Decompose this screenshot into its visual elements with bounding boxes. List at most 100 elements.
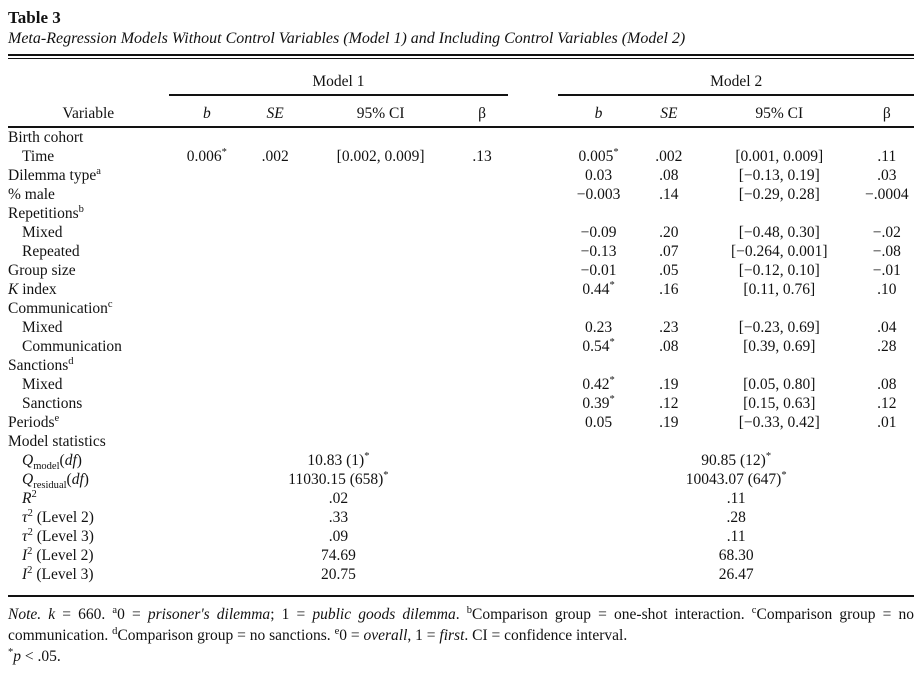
col-header-variable: Variable [8,95,169,128]
cell [699,432,860,451]
cell [169,375,245,394]
cell [639,432,699,451]
stat-value-model2: 90.85 (12)* [701,450,772,469]
row-label: Communication [22,338,122,355]
cell [305,356,456,375]
cell [305,375,456,394]
column-gap [508,375,558,394]
row-label: Qmodel(df) [22,452,82,473]
table-row: Model statistics [8,432,914,451]
row-label: Group size [8,262,76,279]
top-rule-thick [8,54,914,56]
cell [169,166,245,185]
cell: [−0.29, 0.28] [738,186,820,203]
cell [639,204,699,223]
stat-value-model1: .33 [328,509,349,526]
column-gap [508,61,558,95]
stat-row: I2 (Level 3) 20.75 26.47 [8,565,914,584]
cell: .28 [877,338,897,355]
column-gap [508,546,558,565]
row-label: Mixed [22,319,63,336]
cell [456,356,508,375]
col-header-b-model2: b [558,95,639,128]
cell [245,223,305,242]
table-row: Repeated −0.13 .07 [−0.264, 0.001] −.08 [8,242,914,261]
cell [305,299,456,318]
table-row: Dilemma typea 0.03 .08 [−0.13, 0.19] .03 [8,166,914,185]
cell [245,337,305,356]
table-row: K index 0.44* .16 [0.11, 0.76] .10 [8,280,914,299]
cell: −.02 [872,224,901,241]
cell [169,394,245,413]
cell: .10 [877,281,897,298]
cell: .03 [877,167,897,184]
cell [860,356,914,375]
cell [305,432,456,451]
cell: .002 [655,148,683,165]
row-label: I2 (Level 2) [22,545,94,564]
cell [245,394,305,413]
col-header-beta-model1: β [455,95,509,128]
column-gap [508,489,558,508]
row-label: Qresidual(df) [22,471,89,492]
column-gap [508,299,558,318]
cell: 0.42* [582,374,615,393]
cell [699,127,860,147]
row-label: Mixed [22,376,63,393]
cell [169,337,245,356]
table-row: Group size −0.01 .05 [−0.12, 0.10] −.01 [8,261,914,280]
cell: .16 [659,281,679,298]
cell: 0.03 [584,167,613,184]
cell [245,318,305,337]
cell [169,280,245,299]
cell [245,375,305,394]
cell: [−0.48, 0.30] [738,224,820,241]
cell [639,299,699,318]
cell [305,166,456,185]
cell: 0.23 [584,319,613,336]
cell [456,127,508,147]
cell [305,261,456,280]
table-title: Table 3 [8,8,61,27]
column-gap [508,204,558,223]
row-label: Sanctions [22,395,83,412]
cell [245,432,305,451]
column-gap [508,147,558,166]
cell [860,299,914,318]
cell [169,185,245,204]
cell: .01 [877,414,897,431]
cell [305,204,456,223]
cell: .12 [877,395,897,412]
row-label: τ2 (Level 2) [22,507,94,526]
cell: [0.001, 0.009] [735,148,824,165]
cell [456,318,508,337]
cell [245,127,305,147]
cell: 0.005* [578,146,619,165]
cell [456,185,508,204]
cell [456,242,508,261]
column-gap [508,95,559,128]
row-label: Birth cohort [8,129,84,146]
cell [245,204,305,223]
row-label: R2 [22,488,37,507]
cell: [0.39, 0.69] [743,338,816,355]
table-note: Note. k = 660. a0 = prisoner's dilemma; … [8,604,915,644]
col-group-model2: Model 2 [558,61,914,96]
cell: .07 [659,243,679,260]
cell: .23 [659,319,679,336]
cell [639,127,699,147]
table-subtitle: Meta-Regression Models Without Control V… [8,30,686,47]
column-gap [508,394,558,413]
cell [860,204,914,223]
column-gap [508,470,558,489]
row-label: Dilemma typea [8,165,101,184]
row-label: Repetitionsb [8,203,84,222]
column-gap [508,185,558,204]
column-gap [508,527,558,546]
table-row: Communicationc [8,299,914,318]
cell [305,280,456,299]
cell: 0.44* [582,279,615,298]
table-row: Sanctions 0.39* .12 [0.15, 0.63] .12 [8,394,914,413]
cell [456,337,508,356]
cell [245,280,305,299]
